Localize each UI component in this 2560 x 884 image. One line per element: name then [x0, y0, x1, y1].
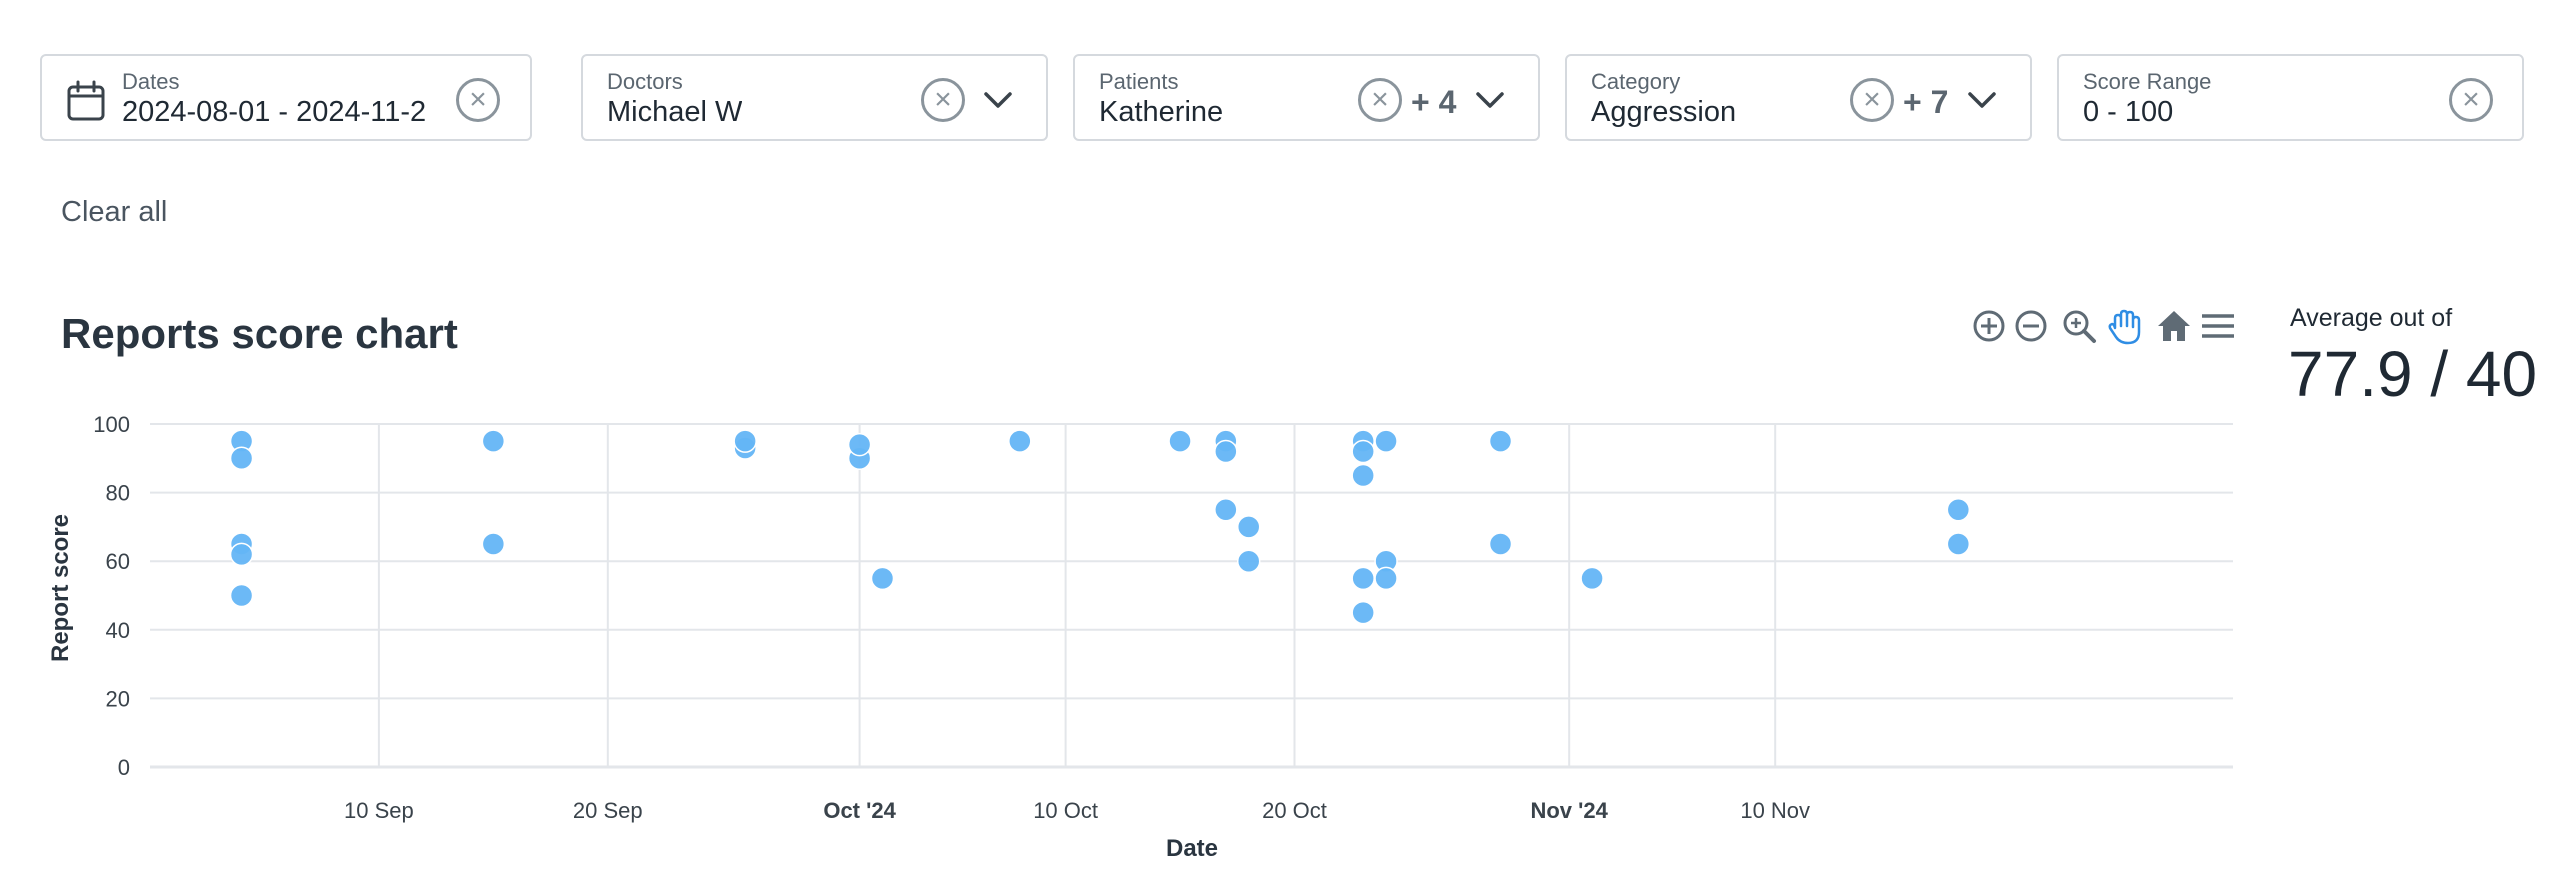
average-value: 77.9 / 40	[2288, 338, 2538, 410]
x-tick-label: Oct '24	[823, 798, 896, 823]
data-point[interactable]	[1351, 566, 1375, 591]
data-points	[229, 429, 1971, 625]
x-tick-label: 10 Nov	[1740, 798, 1810, 823]
data-point[interactable]	[1008, 429, 1032, 453]
x-axis-title: Date	[1166, 835, 1218, 862]
clear-score-range-icon[interactable]: ×	[2449, 78, 2493, 122]
chart-title: Reports score chart	[61, 310, 458, 357]
score-range-value: 0 - 100	[2083, 96, 2174, 128]
scatter-chart: 0 20 40 60 80 100 10 Sep 20 Sep Oct '24 10 Oct 20 …	[47, 412, 2233, 862]
data-point[interactable]	[847, 432, 872, 457]
data-point[interactable]	[1374, 429, 1398, 453]
data-point[interactable]	[733, 429, 757, 453]
chevron-down-icon[interactable]	[1964, 82, 2000, 118]
data-point[interactable]	[229, 542, 254, 567]
doctors-filter[interactable]: Doctors Michael W ×	[581, 54, 1048, 141]
home-icon[interactable]	[2154, 306, 2194, 346]
data-point[interactable]	[1946, 532, 1971, 556]
y-tick-label: 0	[118, 755, 130, 780]
x-tick-label: Nov '24	[1530, 798, 1608, 823]
patients-filter[interactable]: Patients Katherine × + 4	[1073, 54, 1540, 141]
chevron-down-icon[interactable]	[980, 82, 1016, 118]
data-point[interactable]	[870, 566, 895, 591]
data-point[interactable]	[1488, 429, 1513, 453]
calendar-icon	[67, 80, 105, 121]
y-tick-label: 80	[106, 481, 130, 506]
y-tick-label: 20	[106, 686, 130, 711]
data-point[interactable]	[1580, 566, 1604, 591]
doctors-label: Doctors	[607, 69, 683, 94]
clear-dates-icon[interactable]: ×	[456, 78, 500, 122]
dates-filter[interactable]: Dates 2024-08-01 - 2024-11-2 ×	[40, 54, 532, 141]
doctors-value: Michael W	[607, 96, 743, 128]
x-tick-label: 10 Sep	[344, 798, 414, 823]
data-point[interactable]	[481, 429, 506, 453]
data-point[interactable]	[1351, 463, 1375, 488]
clear-doctors-icon[interactable]: ×	[921, 78, 965, 122]
data-point[interactable]	[1168, 429, 1192, 453]
average-label: Average out of	[2290, 304, 2453, 332]
patients-value: Katherine	[1099, 96, 1224, 128]
axes: 0 20 40 60 80 100 10 Sep 20 Sep Oct '24 10 Oct 20 …	[93, 412, 1810, 823]
selection-zoom-icon[interactable]	[2059, 306, 2099, 346]
y-tick-label: 100	[93, 412, 130, 437]
data-point[interactable]	[229, 583, 254, 608]
data-point[interactable]	[1236, 515, 1261, 539]
menu-icon[interactable]	[2198, 306, 2238, 346]
y-axis-title: Report score	[47, 514, 74, 662]
category-value: Aggression	[1591, 96, 1737, 128]
chevron-down-icon[interactable]	[1472, 82, 1508, 118]
grid	[150, 423, 2233, 769]
data-point[interactable]	[1374, 566, 1398, 591]
zoom-in-icon[interactable]	[1969, 306, 2009, 346]
data-point[interactable]	[1351, 439, 1375, 464]
data-point[interactable]	[1214, 439, 1238, 464]
category-label: Category	[1591, 69, 1681, 94]
category-filter[interactable]: Category Aggression × + 7	[1565, 54, 2032, 141]
data-point[interactable]	[481, 532, 506, 556]
clear-all-link[interactable]: Clear all	[61, 196, 168, 228]
category-extra-count: + 7	[1903, 84, 1949, 120]
dates-value: 2024-08-01 - 2024-11-2	[122, 96, 427, 128]
data-point[interactable]	[1214, 498, 1238, 522]
zoom-out-icon[interactable]	[2011, 306, 2051, 346]
data-point[interactable]	[1488, 532, 1513, 556]
y-tick-label: 40	[106, 618, 130, 643]
x-tick-label: 10 Oct	[1033, 798, 1098, 823]
clear-patients-icon[interactable]: ×	[1358, 78, 1402, 122]
y-tick-label: 60	[106, 549, 130, 574]
clear-category-icon[interactable]: ×	[1850, 78, 1894, 122]
patients-label: Patients	[1099, 69, 1179, 94]
data-point[interactable]	[229, 446, 254, 471]
score-range-label: Score Range	[2083, 69, 2212, 94]
score-range-filter[interactable]: Score Range 0 - 100 ×	[2057, 54, 2524, 141]
data-point[interactable]	[1351, 600, 1375, 625]
x-tick-label: 20 Oct	[1262, 798, 1327, 823]
x-tick-label: 20 Sep	[573, 798, 643, 823]
data-point[interactable]	[1236, 549, 1261, 573]
patients-extra-count: + 4	[1411, 84, 1457, 120]
data-point[interactable]	[1946, 498, 1971, 522]
pan-icon[interactable]	[2105, 306, 2145, 346]
dates-label: Dates	[122, 69, 180, 94]
